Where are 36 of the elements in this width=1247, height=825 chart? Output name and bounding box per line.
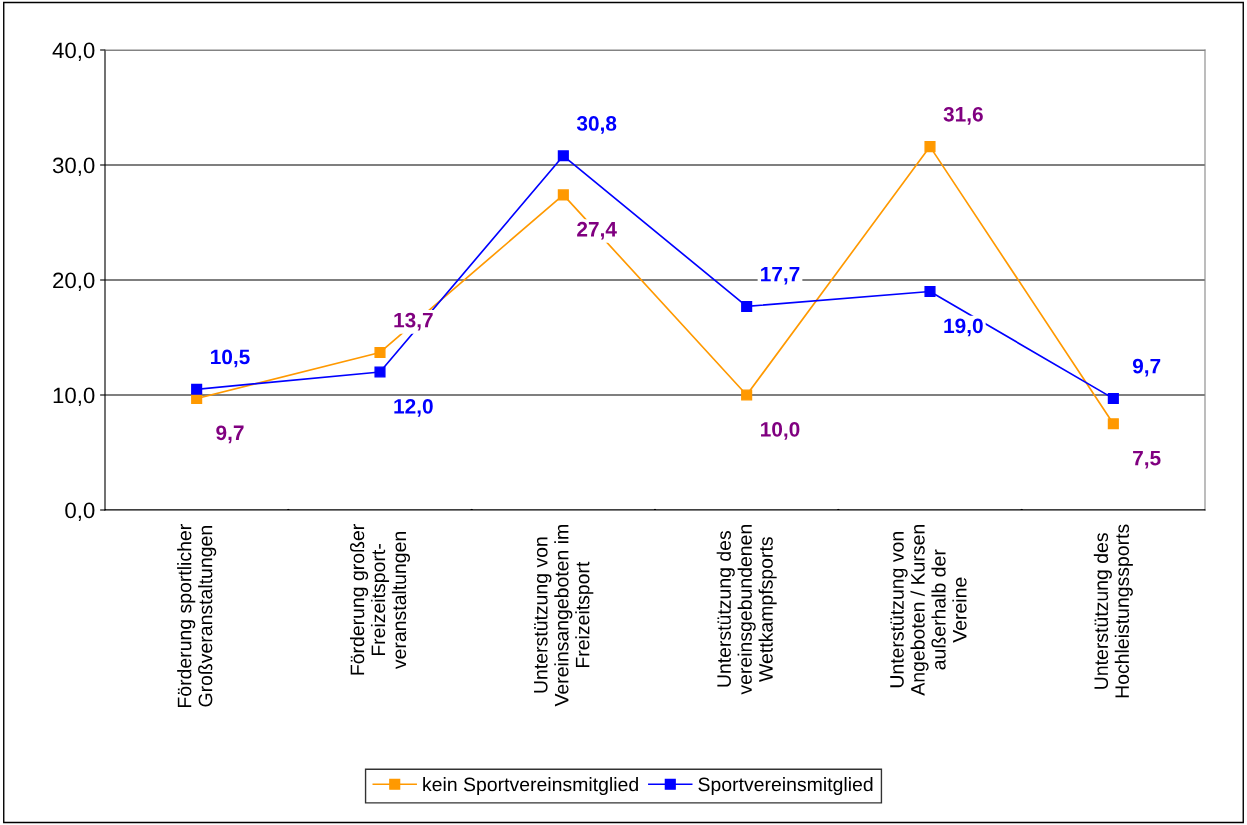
x-tick-label: Förderung sportlicher Großveranstaltungen — [177, 524, 217, 707]
point — [924, 141, 936, 153]
data-label: 27,4 — [577, 221, 617, 240]
data-label: 31,6 — [943, 106, 983, 125]
data-label: 10,0 — [761, 421, 800, 440]
data-label: 12,0 — [394, 398, 433, 417]
point — [741, 300, 753, 313]
data-label: 30,8 — [576, 116, 617, 134]
point — [1107, 392, 1119, 405]
point — [557, 189, 569, 201]
data-label: 13,7 — [394, 312, 433, 331]
y-tick-label: 40,0 — [52, 42, 95, 61]
data-label: 10,5 — [211, 349, 250, 368]
data-label: 7,5 — [1133, 450, 1161, 469]
x-tick-label: Unterstützung von Angeboten / Kursen außerhalb der Vereine — [890, 525, 967, 696]
x-tick-label: Unterstützung des Hochleistungssports — [1093, 524, 1133, 698]
data-label: 19,0 — [944, 318, 983, 337]
data-label: 9,7 — [216, 425, 244, 444]
point — [1107, 418, 1119, 430]
y-tick-label: 30,0 — [52, 157, 95, 176]
y-tick-label: 20,0 — [53, 272, 95, 291]
point — [374, 366, 386, 378]
data-label: 9,7 — [1132, 358, 1161, 377]
point — [374, 346, 386, 359]
x-tick-label: Förderung großer Freizeitsport- veranstaltungen — [349, 524, 411, 675]
data-label: 17,7 — [761, 266, 800, 285]
legend-label: kein Sportvereinsmitglied — [423, 777, 638, 796]
legend-label: Sportvereinsmitglied — [698, 777, 873, 796]
y-tick-label: 0,0 — [65, 502, 95, 521]
x-tick-label: Unterstützung von Vereinsangeboten im Freizeitsport — [534, 525, 594, 707]
point — [191, 383, 203, 395]
point — [557, 150, 569, 162]
y-tick-label: 10,0 — [53, 387, 95, 406]
x-tick-label: Unterstützung des vereinsgebundenen Wettkampfsports — [716, 525, 777, 695]
point — [741, 389, 753, 401]
point — [924, 285, 936, 298]
